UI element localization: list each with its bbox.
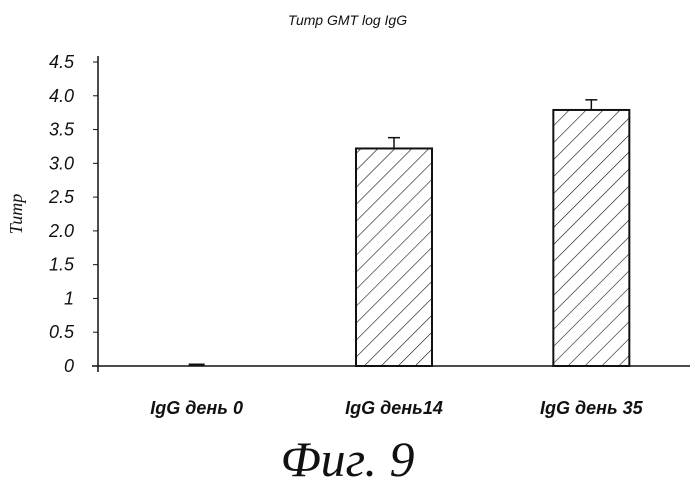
bar bbox=[553, 110, 629, 366]
y-tick-label: 1 bbox=[64, 288, 74, 308]
bar bbox=[356, 148, 432, 366]
y-tick-label: 3.5 bbox=[49, 120, 75, 140]
bar-chart: 0 0.5 1 1.5 2.0 2.5 3.0 3.5 4.0 4.5 Титр IgG день 0… bbox=[0, 0, 695, 430]
figure-caption: Фиг. 9 bbox=[0, 430, 695, 488]
y-tick-label: 4.5 bbox=[49, 52, 75, 72]
x-category-label: IgG день 35 bbox=[540, 398, 644, 418]
y-tick-label: 1.5 bbox=[49, 255, 75, 275]
y-tick-label: 2.5 bbox=[48, 187, 75, 207]
y-tick-label: 0.5 bbox=[49, 322, 75, 342]
y-axis-label: Титр bbox=[6, 194, 26, 235]
x-category-label: IgG день 0 bbox=[150, 398, 243, 418]
y-tick-label: 2.0 bbox=[48, 221, 74, 241]
y-tick-label: 0 bbox=[64, 356, 74, 376]
y-tick-label: 4.0 bbox=[49, 86, 74, 106]
y-tick-label: 3.0 bbox=[49, 153, 74, 173]
x-category-label: IgG день14 bbox=[345, 398, 443, 418]
